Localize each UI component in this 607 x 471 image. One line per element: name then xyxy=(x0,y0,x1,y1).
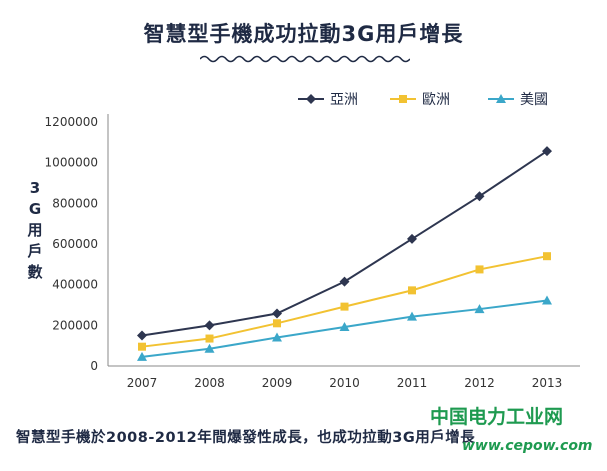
y-axis-ticks: 0 200000 400000 600000 800000 1000000 1200000 xyxy=(45,115,98,373)
legend-entry: 美國 xyxy=(488,92,548,108)
data-point xyxy=(542,146,552,157)
x-tick-label: 2013 xyxy=(532,376,563,390)
legend-label: 亞洲 xyxy=(330,92,358,108)
data-point xyxy=(475,265,484,274)
x-tick-label: 2009 xyxy=(262,376,293,390)
data-point xyxy=(273,319,281,328)
legend-label: 美國 xyxy=(520,92,548,108)
y-tick-label: 1000000 xyxy=(45,156,98,170)
data-point xyxy=(204,320,215,331)
chart-title: 智慧型手機成功拉動3G用戶增長 xyxy=(143,22,464,46)
y-tick-label: 200000 xyxy=(52,318,98,332)
legend-marker xyxy=(496,94,506,103)
legend-entry: 歐洲 xyxy=(390,92,450,108)
data-point xyxy=(204,343,215,353)
data-point xyxy=(340,302,349,311)
series-square xyxy=(138,252,551,351)
data-point xyxy=(407,233,417,244)
series-line xyxy=(141,255,548,348)
data-point xyxy=(474,191,485,202)
chart-legend: 亞洲 歐洲 美國 xyxy=(298,92,548,108)
x-tick-label: 2010 xyxy=(329,376,360,390)
data-point xyxy=(542,295,552,305)
data-point xyxy=(272,308,282,319)
series-triangle xyxy=(137,295,552,361)
data-point xyxy=(408,286,416,295)
x-axis-ticks: 2007 2008 2009 2010 2011 2012 2013 xyxy=(127,376,563,390)
data-point xyxy=(137,330,147,341)
data-point xyxy=(205,334,214,343)
legend-label: 歐洲 xyxy=(422,92,450,108)
series-lines xyxy=(137,146,552,361)
y-tick-label: 600000 xyxy=(52,237,98,251)
legend-entry: 亞洲 xyxy=(298,92,358,108)
legend-marker xyxy=(399,95,407,103)
data-point xyxy=(339,276,350,287)
x-tick-label: 2008 xyxy=(194,376,225,390)
series-diamond xyxy=(137,146,552,341)
y-axis-label-text: 3G用戶數 xyxy=(27,179,43,281)
x-tick-label: 2011 xyxy=(397,376,428,390)
x-tick-label: 2007 xyxy=(127,376,158,390)
y-tick-label: 800000 xyxy=(52,196,98,210)
y-axis-label: 3G用戶數 xyxy=(24,178,46,283)
data-point xyxy=(407,311,417,321)
watermark-logo-text: 中国电力工业网 xyxy=(430,406,564,428)
watermark-url: www.cepow.com xyxy=(462,438,593,454)
x-tick-label: 2012 xyxy=(464,376,495,390)
title-wave-decoration xyxy=(200,55,410,63)
data-point xyxy=(138,342,146,351)
chart-caption: 智慧型手機於2008-2012年間爆發性成長，也成功拉動3G用戶增長 xyxy=(16,430,476,446)
chart-axes xyxy=(107,114,580,367)
data-point xyxy=(339,321,350,331)
y-tick-label: 0 xyxy=(90,359,98,373)
data-point xyxy=(137,351,147,361)
data-point xyxy=(272,332,282,342)
data-point xyxy=(474,304,485,314)
data-point xyxy=(543,252,551,261)
legend-marker xyxy=(306,94,316,104)
y-tick-label: 400000 xyxy=(52,278,98,292)
y-tick-label: 1200000 xyxy=(45,115,98,129)
